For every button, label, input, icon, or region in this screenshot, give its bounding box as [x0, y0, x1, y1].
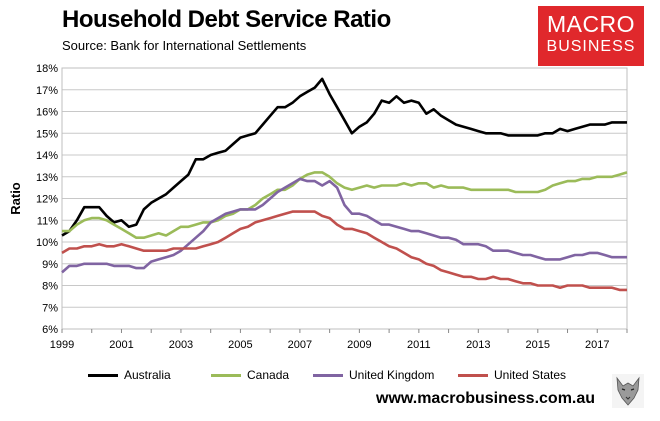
series-line-united-kingdom: [61, 177, 627, 274]
x-tick-label: 2011: [407, 339, 431, 351]
y-tick-label: 9%: [42, 259, 58, 271]
y-tick-label: 10%: [36, 237, 58, 249]
y-axis-label: Ratio: [8, 182, 23, 215]
legend-swatch-united-kingdom: [313, 373, 343, 377]
x-tick-label: 2015: [526, 339, 550, 351]
series-lines: [61, 77, 628, 292]
y-tick-label: 7%: [42, 302, 58, 314]
legend-item-australia: Australia: [88, 366, 171, 384]
y-tick-label: 16%: [36, 107, 58, 119]
series-line-canada: [62, 171, 628, 239]
series-line-united-states: [61, 210, 627, 292]
chart-source: Source: Bank for International Settlemen…: [62, 38, 307, 53]
legend-label-united-states: United States: [494, 368, 567, 382]
legend-swatch-united-states: [458, 373, 488, 377]
y-tick-label: 8%: [42, 281, 58, 293]
x-tick-label: 2009: [347, 339, 371, 351]
y-tick-label: 15%: [36, 128, 58, 140]
y-tick-label: 18%: [36, 63, 58, 75]
website-url[interactable]: www.macrobusiness.com.au: [376, 390, 596, 407]
y-tick-labels: 6% 7% 8% 9% 10% 11% 12% 13% 14% 15% 16% 17% 18%: [36, 63, 58, 336]
y-tick-label: 12%: [36, 194, 58, 206]
legend-swatch-australia: [88, 373, 118, 377]
legend-item-canada: Canada: [211, 366, 289, 384]
logo-line-2: BUSINESS: [546, 38, 636, 55]
legend-label-canada: Canada: [247, 368, 290, 382]
x-tick-label: 2005: [228, 339, 252, 351]
x-tick-label: 2007: [288, 339, 312, 351]
chart-title: Household Debt Service Ratio: [62, 6, 391, 33]
y-tick-label: 17%: [36, 85, 58, 97]
y-tick-label: 11%: [37, 215, 58, 227]
wolf-logo-icon: [612, 374, 644, 408]
x-tick-label: 2001: [109, 339, 133, 351]
series-line-australia: [61, 77, 627, 237]
legend-item-united-states: United States: [458, 366, 566, 384]
legend-label-australia: Australia: [124, 368, 171, 382]
plot-frame: [61, 67, 628, 330]
legend-swatch-canada: [211, 373, 241, 377]
y-tick-label: 6%: [42, 324, 58, 336]
legend-item-united-kingdom: United Kingdom: [313, 366, 434, 384]
logo-line-1: MACRO: [546, 11, 636, 37]
x-tick-label: 1999: [50, 339, 74, 351]
y-tick-label: 14%: [36, 150, 58, 162]
legend-label-united-kingdom: United Kingdom: [349, 368, 435, 382]
x-tick-labels: 1999 2001 2003 2005 2007 2009 2011 2013 2015 2017: [50, 339, 610, 351]
x-tick-label: 2003: [169, 339, 193, 351]
macrobusiness-logo[interactable]: MACRO BUSINESS: [538, 6, 644, 66]
legend: Australia Canada United Kingdom United S…: [88, 366, 648, 384]
y-tick-label: 13%: [36, 172, 58, 184]
axes: [61, 67, 628, 333]
x-tick-label: 2017: [585, 339, 609, 351]
x-tick-label: 2013: [466, 339, 490, 351]
gridlines: [62, 67, 627, 330]
